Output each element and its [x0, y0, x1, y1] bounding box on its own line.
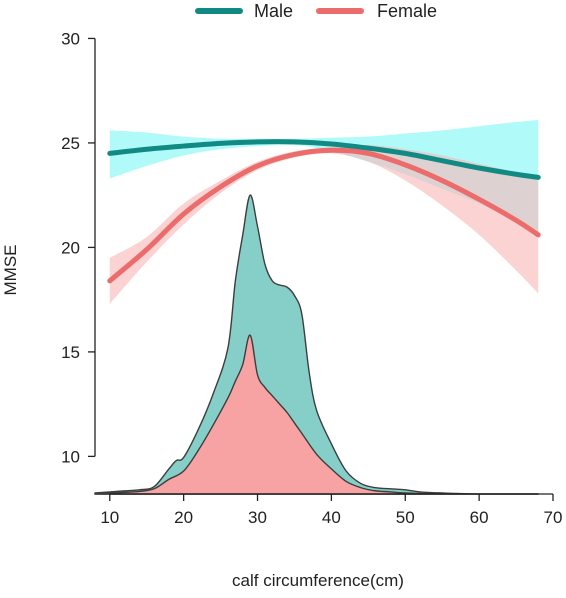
density-area-female — [94, 334, 539, 495]
confidence-band-female — [109, 144, 539, 304]
fit-line-female — [107, 147, 541, 284]
density-area-male — [94, 194, 539, 495]
x-tick-label: 50 — [396, 508, 415, 527]
legend-label-female: Female — [377, 1, 437, 21]
y-axis-title: MMSE — [1, 245, 20, 296]
legend-label-male: Male — [254, 1, 293, 21]
x-tick-label: 60 — [470, 508, 489, 527]
y-tick-label: 30 — [61, 29, 80, 48]
x-tick-label: 40 — [322, 508, 341, 527]
legend: Male Female — [195, 1, 437, 21]
x-tick-label: 30 — [248, 508, 267, 527]
confidence-band-male — [109, 119, 539, 237]
axes: 10 20 30 40 50 60 70 10 15 20 25 30 — [61, 29, 562, 527]
fit-line-male — [107, 139, 541, 180]
y-tick-label: 10 — [61, 447, 80, 466]
y-tick-label: 20 — [61, 238, 80, 257]
y-tick-label: 25 — [61, 134, 80, 153]
x-axis-title: calf circumference(cm) — [232, 571, 404, 590]
x-tick-label: 20 — [174, 508, 193, 527]
plot-area — [94, 119, 541, 495]
y-tick-label: 15 — [61, 343, 80, 362]
x-tick-label: 70 — [544, 508, 563, 527]
x-tick-label: 10 — [100, 508, 119, 527]
